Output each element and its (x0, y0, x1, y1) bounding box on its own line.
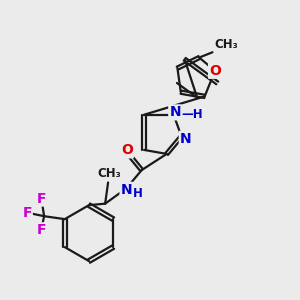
Text: CH₃: CH₃ (214, 38, 238, 51)
Text: O: O (209, 64, 221, 78)
Text: N: N (169, 105, 181, 119)
Text: —H: —H (181, 108, 203, 121)
Text: F: F (37, 191, 46, 206)
Text: CH₃: CH₃ (98, 167, 121, 179)
Text: N: N (121, 183, 132, 197)
Text: F: F (37, 223, 46, 237)
Text: N: N (180, 132, 191, 146)
Text: F: F (22, 206, 32, 220)
Text: O: O (121, 143, 133, 158)
Text: H: H (133, 187, 143, 200)
